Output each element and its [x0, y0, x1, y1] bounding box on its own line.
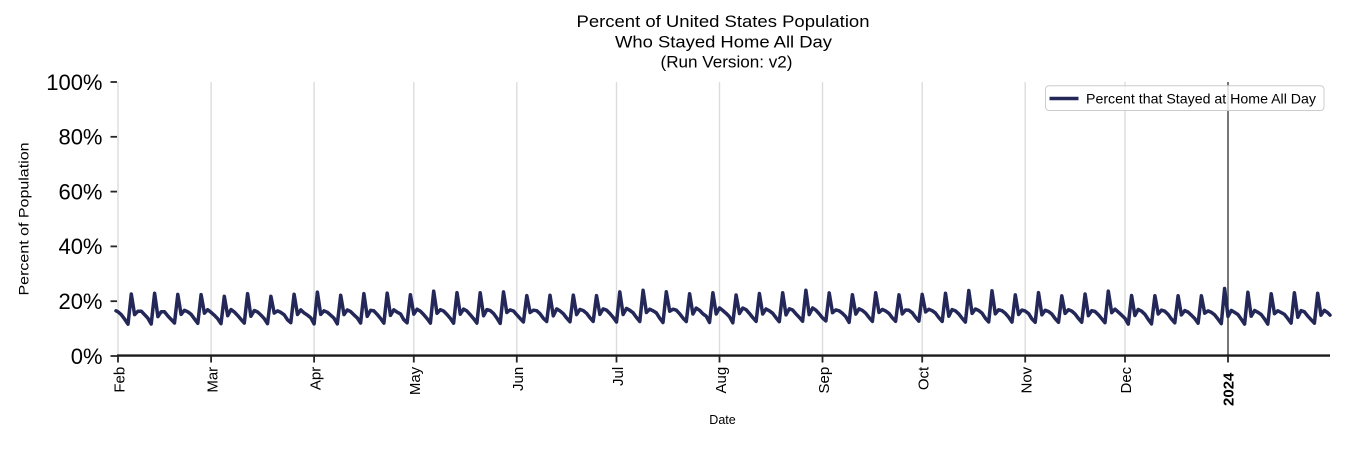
svg-text:Mar: Mar	[204, 367, 221, 393]
svg-text:(Run Version: v2): (Run Version: v2)	[661, 54, 793, 72]
svg-text:Date: Date	[709, 413, 735, 427]
svg-text:Jul: Jul	[610, 367, 627, 386]
svg-text:Feb: Feb	[111, 367, 128, 393]
svg-text:Dec: Dec	[1118, 366, 1135, 393]
svg-text:Aug: Aug	[713, 367, 730, 394]
svg-text:60%: 60%	[58, 179, 102, 204]
svg-text:20%: 20%	[58, 289, 102, 314]
svg-text:Who Stayed Home All Day: Who Stayed Home All Day	[615, 34, 833, 52]
svg-text:0%: 0%	[71, 344, 103, 369]
svg-text:Oct: Oct	[916, 366, 933, 390]
svg-text:100%: 100%	[46, 70, 102, 95]
svg-text:Nov: Nov	[1019, 366, 1036, 393]
svg-text:80%: 80%	[58, 125, 102, 150]
svg-text:40%: 40%	[58, 234, 102, 259]
svg-text:Percent that Stayed at Home Al: Percent that Stayed at Home All Day	[1086, 90, 1316, 106]
svg-text:Percent of Population: Percent of Population	[17, 143, 32, 296]
svg-text:Sep: Sep	[816, 367, 833, 394]
svg-text:Apr: Apr	[307, 367, 324, 390]
svg-text:Percent of United States Popul: Percent of United States Population	[577, 13, 870, 31]
svg-text:2024: 2024	[1221, 372, 1238, 406]
svg-text:Jun: Jun	[510, 367, 527, 391]
svg-text:May: May	[407, 366, 424, 395]
